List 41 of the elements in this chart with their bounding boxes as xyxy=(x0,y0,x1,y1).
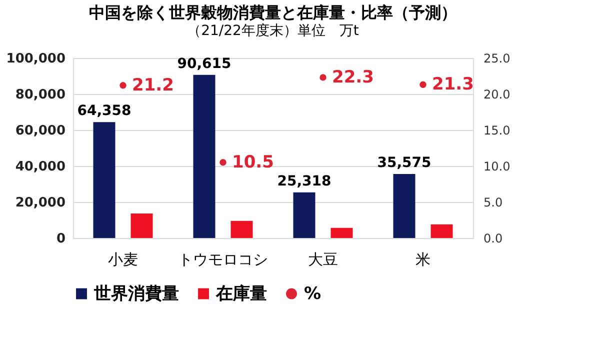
chart-title: 中国を除く世界穀物消費量と在庫量・比率（予測） xyxy=(89,3,457,22)
bar xyxy=(193,74,216,238)
y-tick-label: 100,000 xyxy=(6,52,66,66)
data-label: 35,575 xyxy=(377,154,432,171)
x-tick-label: 小麦 xyxy=(108,250,138,268)
data-label: 90,615 xyxy=(177,56,232,72)
point xyxy=(220,159,226,166)
chart-subtitle: （21/22年度末）単位 万t xyxy=(187,23,360,39)
x-tick-label: 米 xyxy=(416,250,430,268)
y2-tick-label: 15.0 xyxy=(484,124,510,138)
y-tick-label: 60,000 xyxy=(15,124,66,138)
y-tick-label: 20,000 xyxy=(15,196,66,210)
y2-tick-label: 10.0 xyxy=(484,160,510,174)
bar xyxy=(230,220,253,238)
bar xyxy=(393,174,416,238)
y-tick-label: 0 xyxy=(56,232,66,246)
bar xyxy=(330,228,353,238)
data-label: 21.2 xyxy=(132,75,174,96)
y-tick-label: 40,000 xyxy=(15,160,66,174)
point xyxy=(120,82,126,89)
y-tick-label: 80,000 xyxy=(15,88,66,102)
bar xyxy=(130,214,153,238)
legend-label: 在庫量 xyxy=(215,284,267,304)
legend-label: 世界消費量 xyxy=(93,284,179,304)
bar xyxy=(293,192,316,238)
bar xyxy=(430,224,453,238)
point xyxy=(320,74,326,81)
data-label: 22.3 xyxy=(332,67,374,88)
x-tick-label: 大豆 xyxy=(308,250,338,268)
legend-label: % xyxy=(304,284,322,304)
bar xyxy=(93,122,116,238)
data-label: 10.5 xyxy=(232,152,274,172)
data-label: 25,318 xyxy=(277,173,332,190)
y2-tick-label: 5.0 xyxy=(484,196,503,210)
data-label: 64,358 xyxy=(77,103,132,120)
data-label: 21.3 xyxy=(432,74,474,95)
x-tick-label: トウモロコシ xyxy=(178,250,268,268)
y2-tick-label: 25.0 xyxy=(484,52,510,66)
y2-tick-label: 20.0 xyxy=(484,88,510,102)
point xyxy=(420,81,426,88)
y2-tick-label: 0.0 xyxy=(484,232,503,246)
